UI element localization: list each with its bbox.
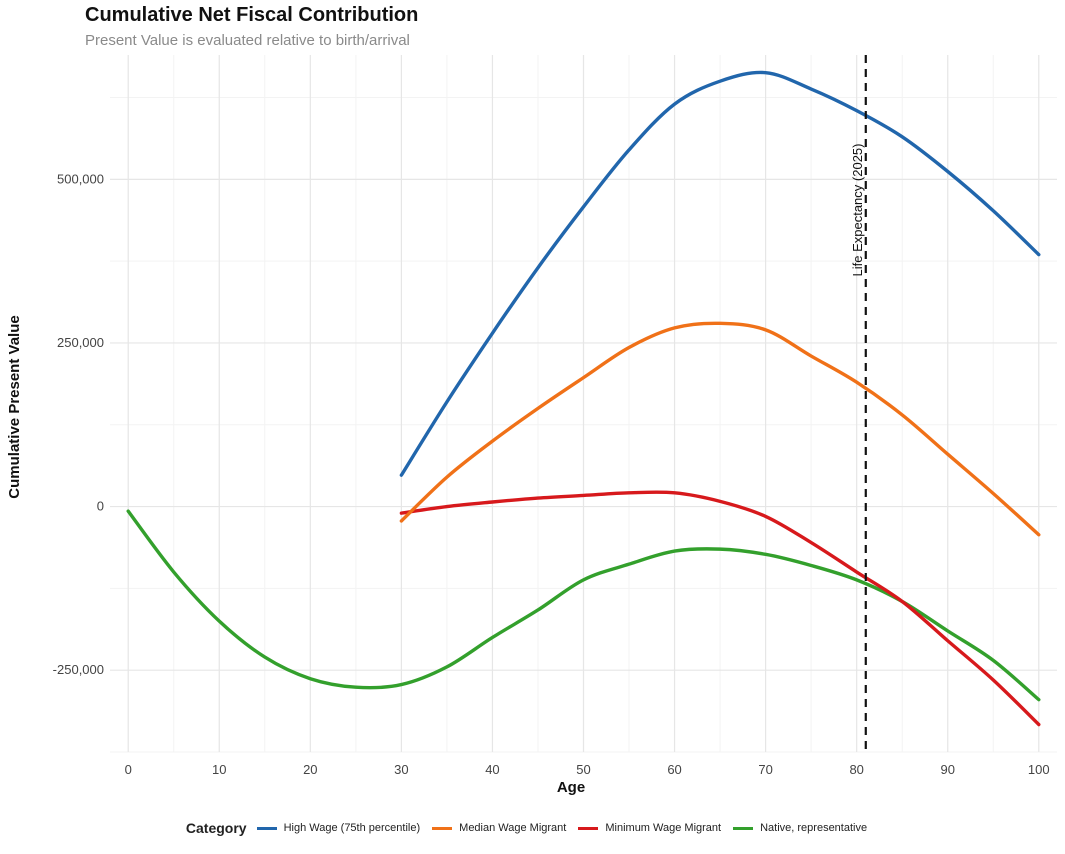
series-line-minimum-wage-migrant bbox=[399, 490, 1041, 727]
x-axis-label: Age bbox=[557, 779, 585, 796]
legend-item: Native, representative bbox=[733, 822, 867, 834]
series-line-native-representative bbox=[126, 509, 1041, 702]
life-expectancy-marker: Life Expectancy (2025) bbox=[850, 55, 867, 752]
y-tick-label: 0 bbox=[97, 499, 104, 514]
x-tick-label: 100 bbox=[1028, 762, 1050, 777]
x-tick-label: 40 bbox=[485, 762, 499, 777]
legend-label: Median Wage Migrant bbox=[459, 822, 567, 834]
y-tick-label: -250,000 bbox=[53, 662, 104, 677]
chart-subtitle: Present Value is evaluated relative to b… bbox=[85, 32, 410, 49]
x-tick-label: 60 bbox=[667, 762, 681, 777]
legend-swatch bbox=[432, 826, 453, 830]
x-tick-label: 10 bbox=[212, 762, 226, 777]
legend-item: Median Wage Migrant bbox=[432, 822, 566, 834]
y-axis-label: Cumulative Present Value bbox=[6, 315, 23, 498]
y-tick-label: 250,000 bbox=[57, 335, 104, 350]
grid bbox=[110, 55, 1057, 753]
chart-title: Cumulative Net Fiscal Contribution bbox=[85, 4, 419, 26]
legend-item: High Wage (75th percentile) bbox=[256, 822, 421, 834]
legend-label: High Wage (75th percentile) bbox=[283, 822, 421, 834]
legend-title: Category bbox=[185, 820, 247, 836]
series-line-median-wage-migrant bbox=[399, 321, 1041, 537]
x-tick-label: 70 bbox=[758, 762, 772, 777]
legend-swatch bbox=[733, 826, 754, 830]
legend-item: Minimum Wage Migrant bbox=[578, 822, 721, 834]
x-tick-label: 0 bbox=[125, 762, 132, 777]
y-tick-label: 500,000 bbox=[57, 171, 104, 186]
legend-swatch bbox=[256, 826, 277, 830]
legend: Category High Wage (75th percentile) Medi… bbox=[0, 820, 1065, 836]
axis-ticks: 0 10 20 30 40 50 60 70 80 90 100 -250,000 0 250,000 50… bbox=[53, 171, 1050, 777]
x-tick-label: 80 bbox=[849, 762, 863, 777]
x-tick-label: 50 bbox=[576, 762, 590, 777]
series-line-high-wage-75th-percentile bbox=[399, 70, 1041, 477]
x-tick-label: 30 bbox=[394, 762, 408, 777]
series-lines bbox=[126, 70, 1041, 727]
legend-label: Minimum Wage Migrant bbox=[605, 822, 722, 834]
x-tick-label: 20 bbox=[303, 762, 317, 777]
x-tick-label: 90 bbox=[940, 762, 954, 777]
legend-swatch bbox=[578, 826, 599, 830]
life-expectancy-label: Life Expectancy (2025) bbox=[850, 144, 865, 277]
legend-items: High Wage (75th percentile) Median Wage M… bbox=[256, 822, 880, 834]
legend-label: Native, representative bbox=[760, 822, 868, 834]
